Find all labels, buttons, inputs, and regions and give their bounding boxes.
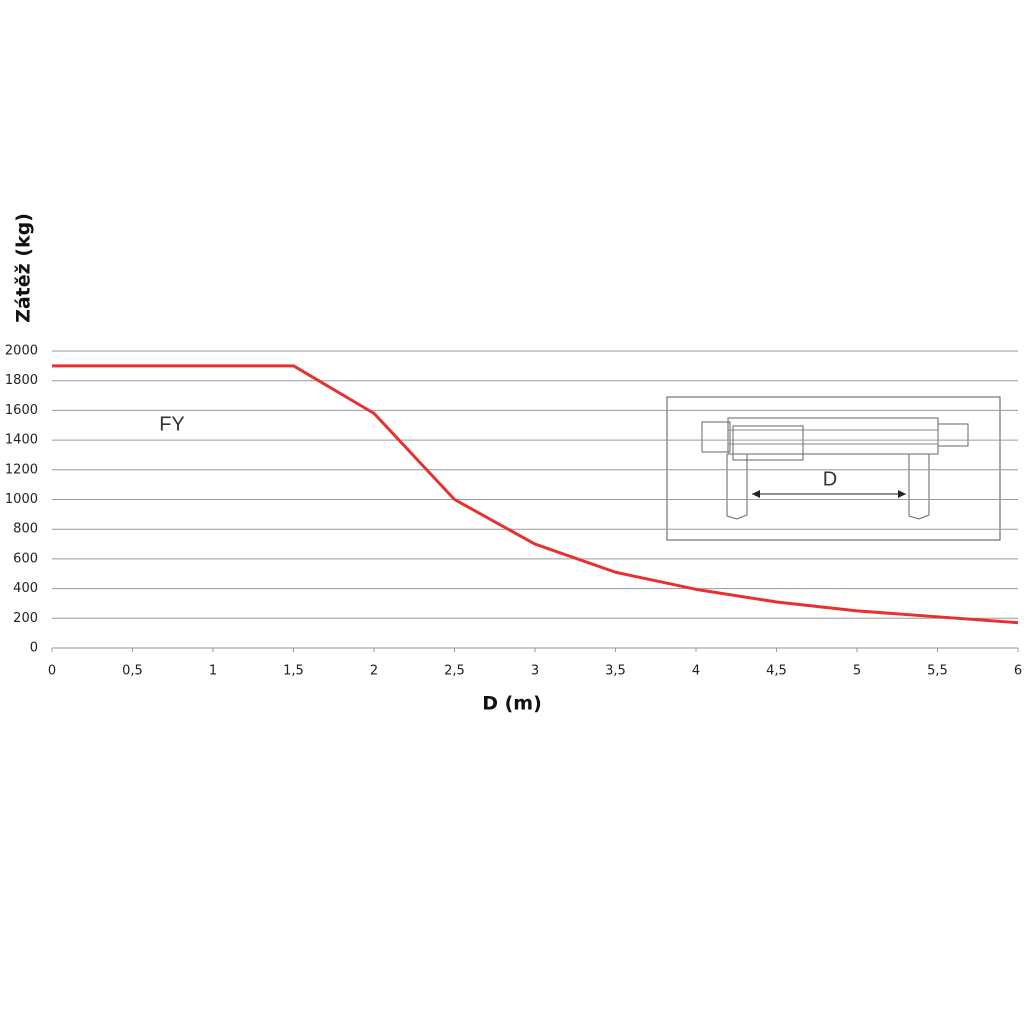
inset-part	[937, 423, 969, 447]
y-tick-label: 1200	[5, 462, 38, 477]
y-tick-label: 200	[13, 611, 38, 626]
x-tick-label: 3,5	[605, 664, 626, 679]
x-tick-label: 2,5	[444, 664, 465, 679]
y-tick-label: 0	[30, 641, 38, 656]
inset-label: D	[823, 468, 837, 490]
x-tick-label: 2	[370, 664, 378, 679]
x-tick-label: 0	[48, 664, 56, 679]
inset-part	[732, 425, 804, 461]
y-tick-label: 800	[13, 522, 38, 537]
y-tick-label: 1800	[5, 373, 38, 388]
y-tick-label: 1600	[5, 403, 38, 418]
x-tick-label: 5	[853, 664, 861, 679]
y-axis-title: Zátěž (kg)	[13, 213, 35, 323]
x-tick-label: 3	[531, 664, 539, 679]
x-tick-label: 1	[209, 664, 217, 679]
inset-frame	[666, 396, 1001, 541]
x-axis-title: D (m)	[482, 693, 542, 715]
y-tick-label: 600	[13, 551, 38, 566]
x-tick-label: 0,5	[122, 664, 143, 679]
inset-diagram: D	[666, 396, 1001, 541]
y-tick-label: 1000	[5, 492, 38, 507]
y-tick-label: 1400	[5, 433, 38, 448]
inset-part	[701, 421, 731, 453]
x-tick-label: 6	[1014, 664, 1022, 679]
x-tick-label: 1,5	[283, 664, 304, 679]
x-tick-label: 5,5	[927, 664, 948, 679]
data-line	[52, 364, 1019, 625]
x-tick-label: 4,5	[766, 664, 787, 679]
inset-leg	[726, 454, 748, 520]
y-tick-label: 2000	[5, 344, 38, 359]
series-label: FY	[159, 413, 185, 435]
inset-leg	[908, 454, 930, 520]
y-tick-label: 400	[13, 581, 38, 596]
x-tick-label: 4	[692, 664, 700, 679]
